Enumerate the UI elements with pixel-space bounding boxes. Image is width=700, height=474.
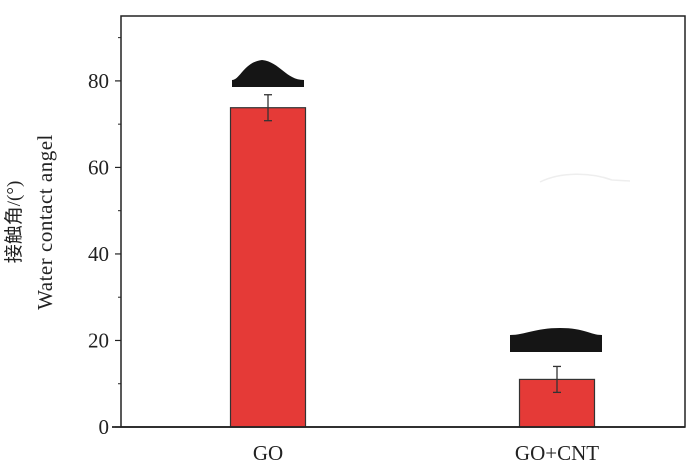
droplet-image-go <box>232 60 304 87</box>
bar-go <box>229 107 307 428</box>
y-axis-label-cn: 接触角/(°) <box>3 181 25 264</box>
y-tick-label: 20 <box>88 328 109 352</box>
x-tick-label: GO+CNT <box>515 441 599 465</box>
y-tick-label: 40 <box>88 242 109 266</box>
bar-go-cnt <box>518 378 596 428</box>
y-tick-label: 0 <box>99 415 110 439</box>
y-tick-label: 80 <box>88 69 109 93</box>
y-axis-label: Water contact angel <box>33 134 57 310</box>
y-tick-label: 60 <box>88 155 109 179</box>
x-tick-label: GO <box>253 441 283 465</box>
plot-frame <box>120 15 686 428</box>
droplet-image-go-cnt <box>510 173 631 352</box>
